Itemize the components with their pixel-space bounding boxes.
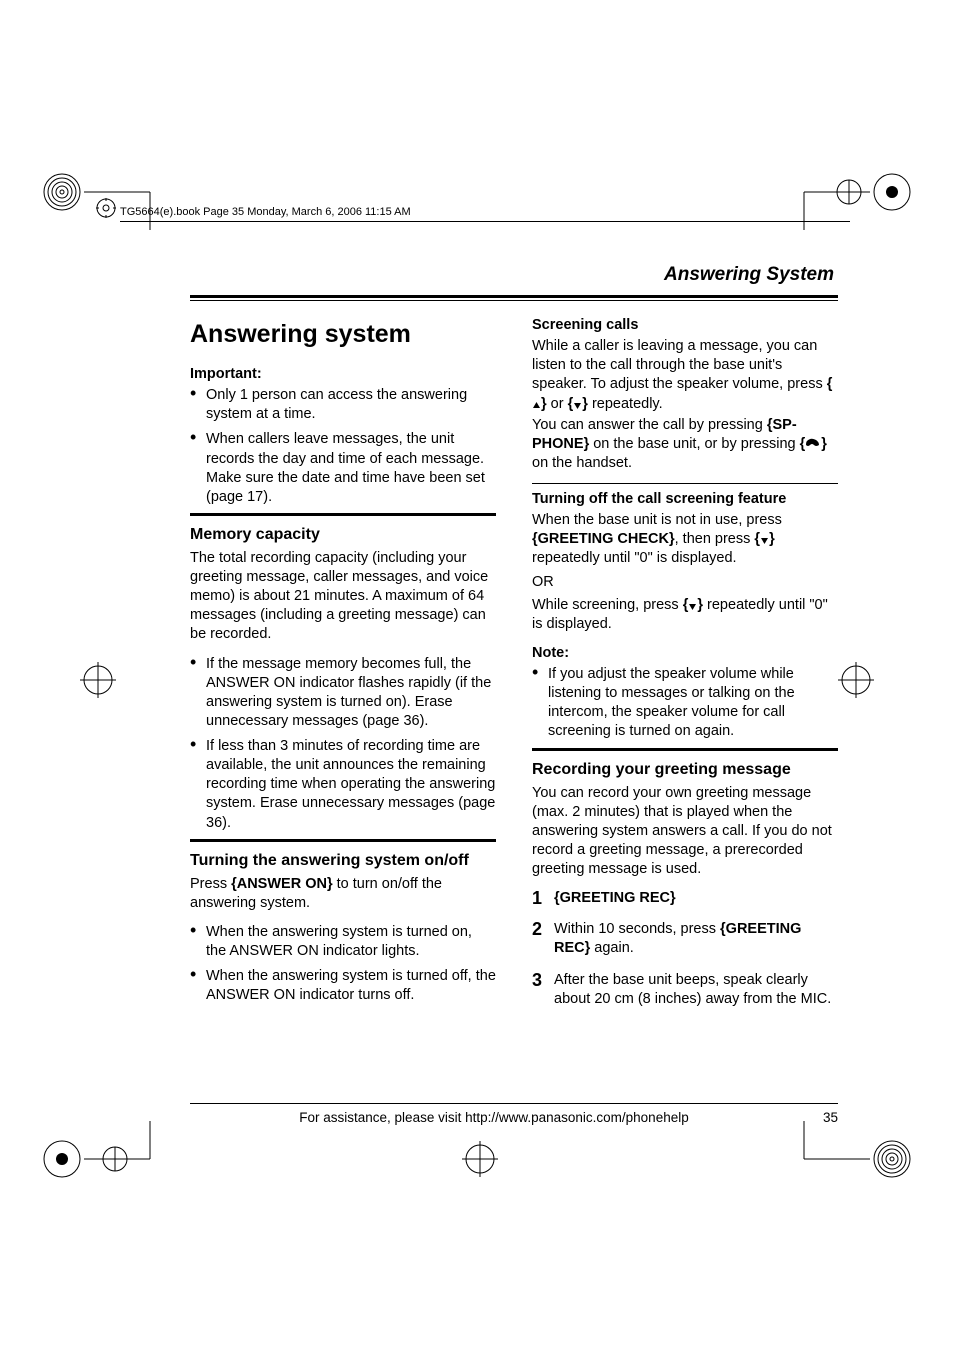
text: You can answer the call by pressing [532, 417, 767, 433]
turnoff-heading: Turning off the call screening feature [532, 490, 838, 509]
list-item: If the message memory becomes full, the … [190, 655, 496, 732]
down-arrow-icon [760, 536, 769, 545]
text: or [547, 396, 568, 412]
step-1: 1{GREETING REC} [532, 889, 838, 908]
memory-paragraph: The total recording capacity (including … [190, 549, 496, 645]
text: When the base unit is not in use, press [532, 512, 782, 528]
manual-page: TG5664(e).book Page 35 Monday, March 6, … [0, 0, 954, 1351]
note-list: If you adjust the speaker volume while l… [532, 665, 838, 742]
reg-mark-mid-left [78, 660, 118, 700]
key-talk: {} [800, 436, 827, 452]
key-down: {} [568, 396, 588, 412]
important-list: Only 1 person can access the answering s… [190, 386, 496, 507]
text: Within 10 seconds, press [554, 921, 720, 937]
text: While screening, press [532, 597, 683, 613]
list-item: If you adjust the speaker volume while l… [532, 665, 838, 742]
key-down: {} [754, 531, 774, 547]
phone-icon [805, 438, 821, 450]
text: While a caller is leaving a message, you… [532, 338, 827, 392]
text: again. [590, 940, 634, 956]
onoff-list: When the answering system is turned on, … [190, 923, 496, 1006]
up-arrow-icon [532, 401, 541, 410]
note-label: Note: [532, 644, 838, 663]
important-label: Important: [190, 365, 496, 384]
list-item: When the answering system is turned off,… [190, 967, 496, 1005]
text: After the base unit beeps, speak clearly… [554, 972, 831, 1007]
list-item: When callers leave messages, the unit re… [190, 430, 496, 507]
onoff-heading: Turning the answering system on/off [190, 850, 496, 871]
screening-heading: Screening calls [532, 316, 838, 335]
footer-text: For assistance, please visit http://www.… [190, 1110, 798, 1125]
book-header: TG5664(e).book Page 35 Monday, March 6, … [120, 206, 411, 218]
text: repeatedly until "0" is displayed. [532, 550, 737, 566]
page-footer: For assistance, please visit http://www.… [190, 1103, 838, 1125]
book-icon [95, 197, 117, 219]
step-2: 2Within 10 seconds, press {GREETING REC}… [532, 920, 838, 958]
list-item: When the answering system is turned on, … [190, 923, 496, 961]
key-greeting-check: {GREETING CHECK} [532, 531, 675, 547]
key-down: {} [683, 597, 703, 613]
text: Press [190, 876, 231, 892]
key-greeting-rec: {GREETING REC} [554, 890, 676, 906]
onoff-paragraph: Press {ANSWER ON} to turn on/off the ans… [190, 875, 496, 913]
text: on the base unit, or by pressing [589, 436, 799, 452]
reg-mark-bottom-left [40, 1101, 160, 1181]
list-item: Only 1 person can access the answering s… [190, 386, 496, 424]
right-column: Screening calls While a caller is leavin… [532, 310, 838, 1021]
recording-heading: Recording your greeting message [532, 759, 838, 780]
memory-list: If the message memory becomes full, the … [190, 655, 496, 833]
list-item: If less than 3 minutes of recording time… [190, 737, 496, 833]
down-arrow-icon [573, 401, 582, 410]
text: on the handset. [532, 455, 632, 471]
page-title: Answering system [190, 318, 496, 351]
turnoff-p1: When the base unit is not in use, press … [532, 511, 838, 568]
or-text: OR [532, 573, 838, 592]
recording-steps: 1{GREETING REC} 2Within 10 seconds, pres… [532, 889, 838, 1009]
down-arrow-icon [688, 602, 697, 611]
turnoff-p2: While screening, press {} repeatedly unt… [532, 596, 838, 634]
screening-p1: While a caller is leaving a message, you… [532, 337, 838, 414]
reg-mark-mid-bottom [460, 1139, 500, 1179]
text: , then press [675, 531, 755, 547]
memory-heading: Memory capacity [190, 524, 496, 545]
step-3: 3After the base unit beeps, speak clearl… [532, 971, 838, 1009]
recording-paragraph: You can record your own greeting message… [532, 784, 838, 880]
header-rule [120, 221, 850, 222]
key-answer-on: {ANSWER ON} [231, 876, 333, 892]
screening-p2: You can answer the call by pressing {SP-… [532, 416, 838, 473]
left-column: Answering system Important: Only 1 perso… [190, 310, 496, 1021]
text: repeatedly. [588, 396, 663, 412]
reg-mark-top-right [794, 170, 914, 250]
content-columns: Answering system Important: Only 1 perso… [190, 310, 838, 1021]
title-double-rule [190, 295, 838, 301]
page-number: 35 [798, 1110, 838, 1125]
section-title: Answering System [664, 264, 834, 286]
reg-mark-mid-right [836, 660, 876, 700]
